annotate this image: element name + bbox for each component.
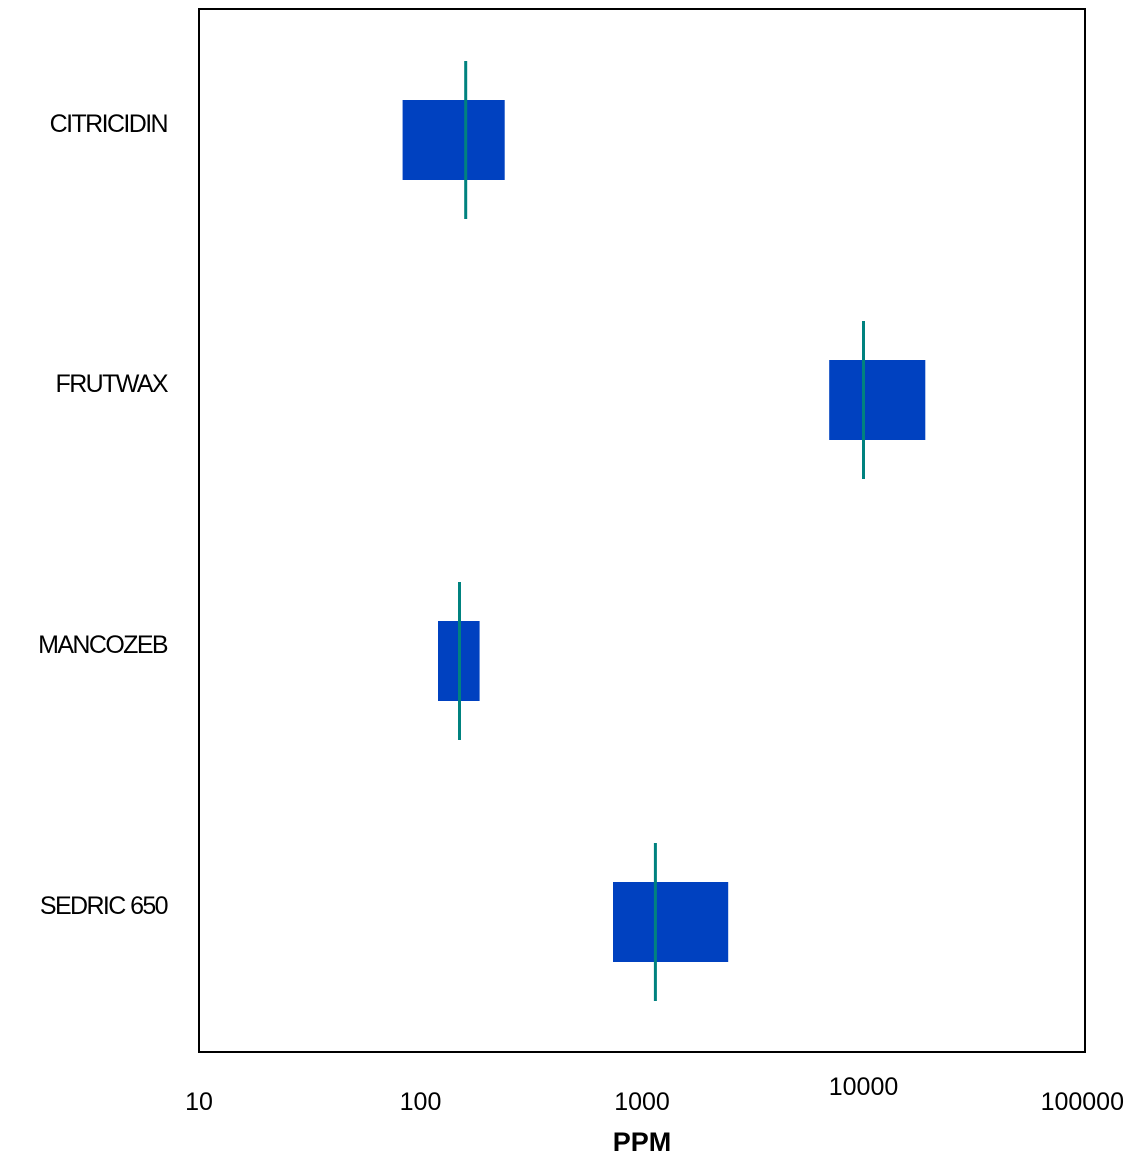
markers-layer [458,61,865,1001]
plot-frame [198,8,1086,1053]
x-tick-labels: 10 100 1000 10000 100000 [185,1073,1124,1116]
x-tick-label-100000: 100000 [1041,1088,1124,1116]
range-bar-sedric-650 [613,882,729,962]
range-bar-citricidin [402,100,505,180]
bars-layer [402,100,926,962]
category-label-citricidin: CITRICIDIN [50,110,168,138]
x-axis-title: PPM [613,1127,672,1155]
x-tick-label-1000: 1000 [614,1088,670,1116]
range-bar-frutwax [829,360,926,440]
category-label-mancozeb: MANCOZEB [38,631,168,659]
category-label-sedric-650: SEDRIC 650 [40,892,168,920]
category-labels: CITRICIDIN FRUTWAX MANCOZEB SEDRIC 650 [38,110,170,920]
x-tick-label-100: 100 [400,1088,442,1116]
category-label-frutwax: FRUTWAX [56,370,169,398]
x-tick-label-10: 10 [185,1088,213,1116]
x-tick-label-10000: 10000 [829,1073,899,1101]
